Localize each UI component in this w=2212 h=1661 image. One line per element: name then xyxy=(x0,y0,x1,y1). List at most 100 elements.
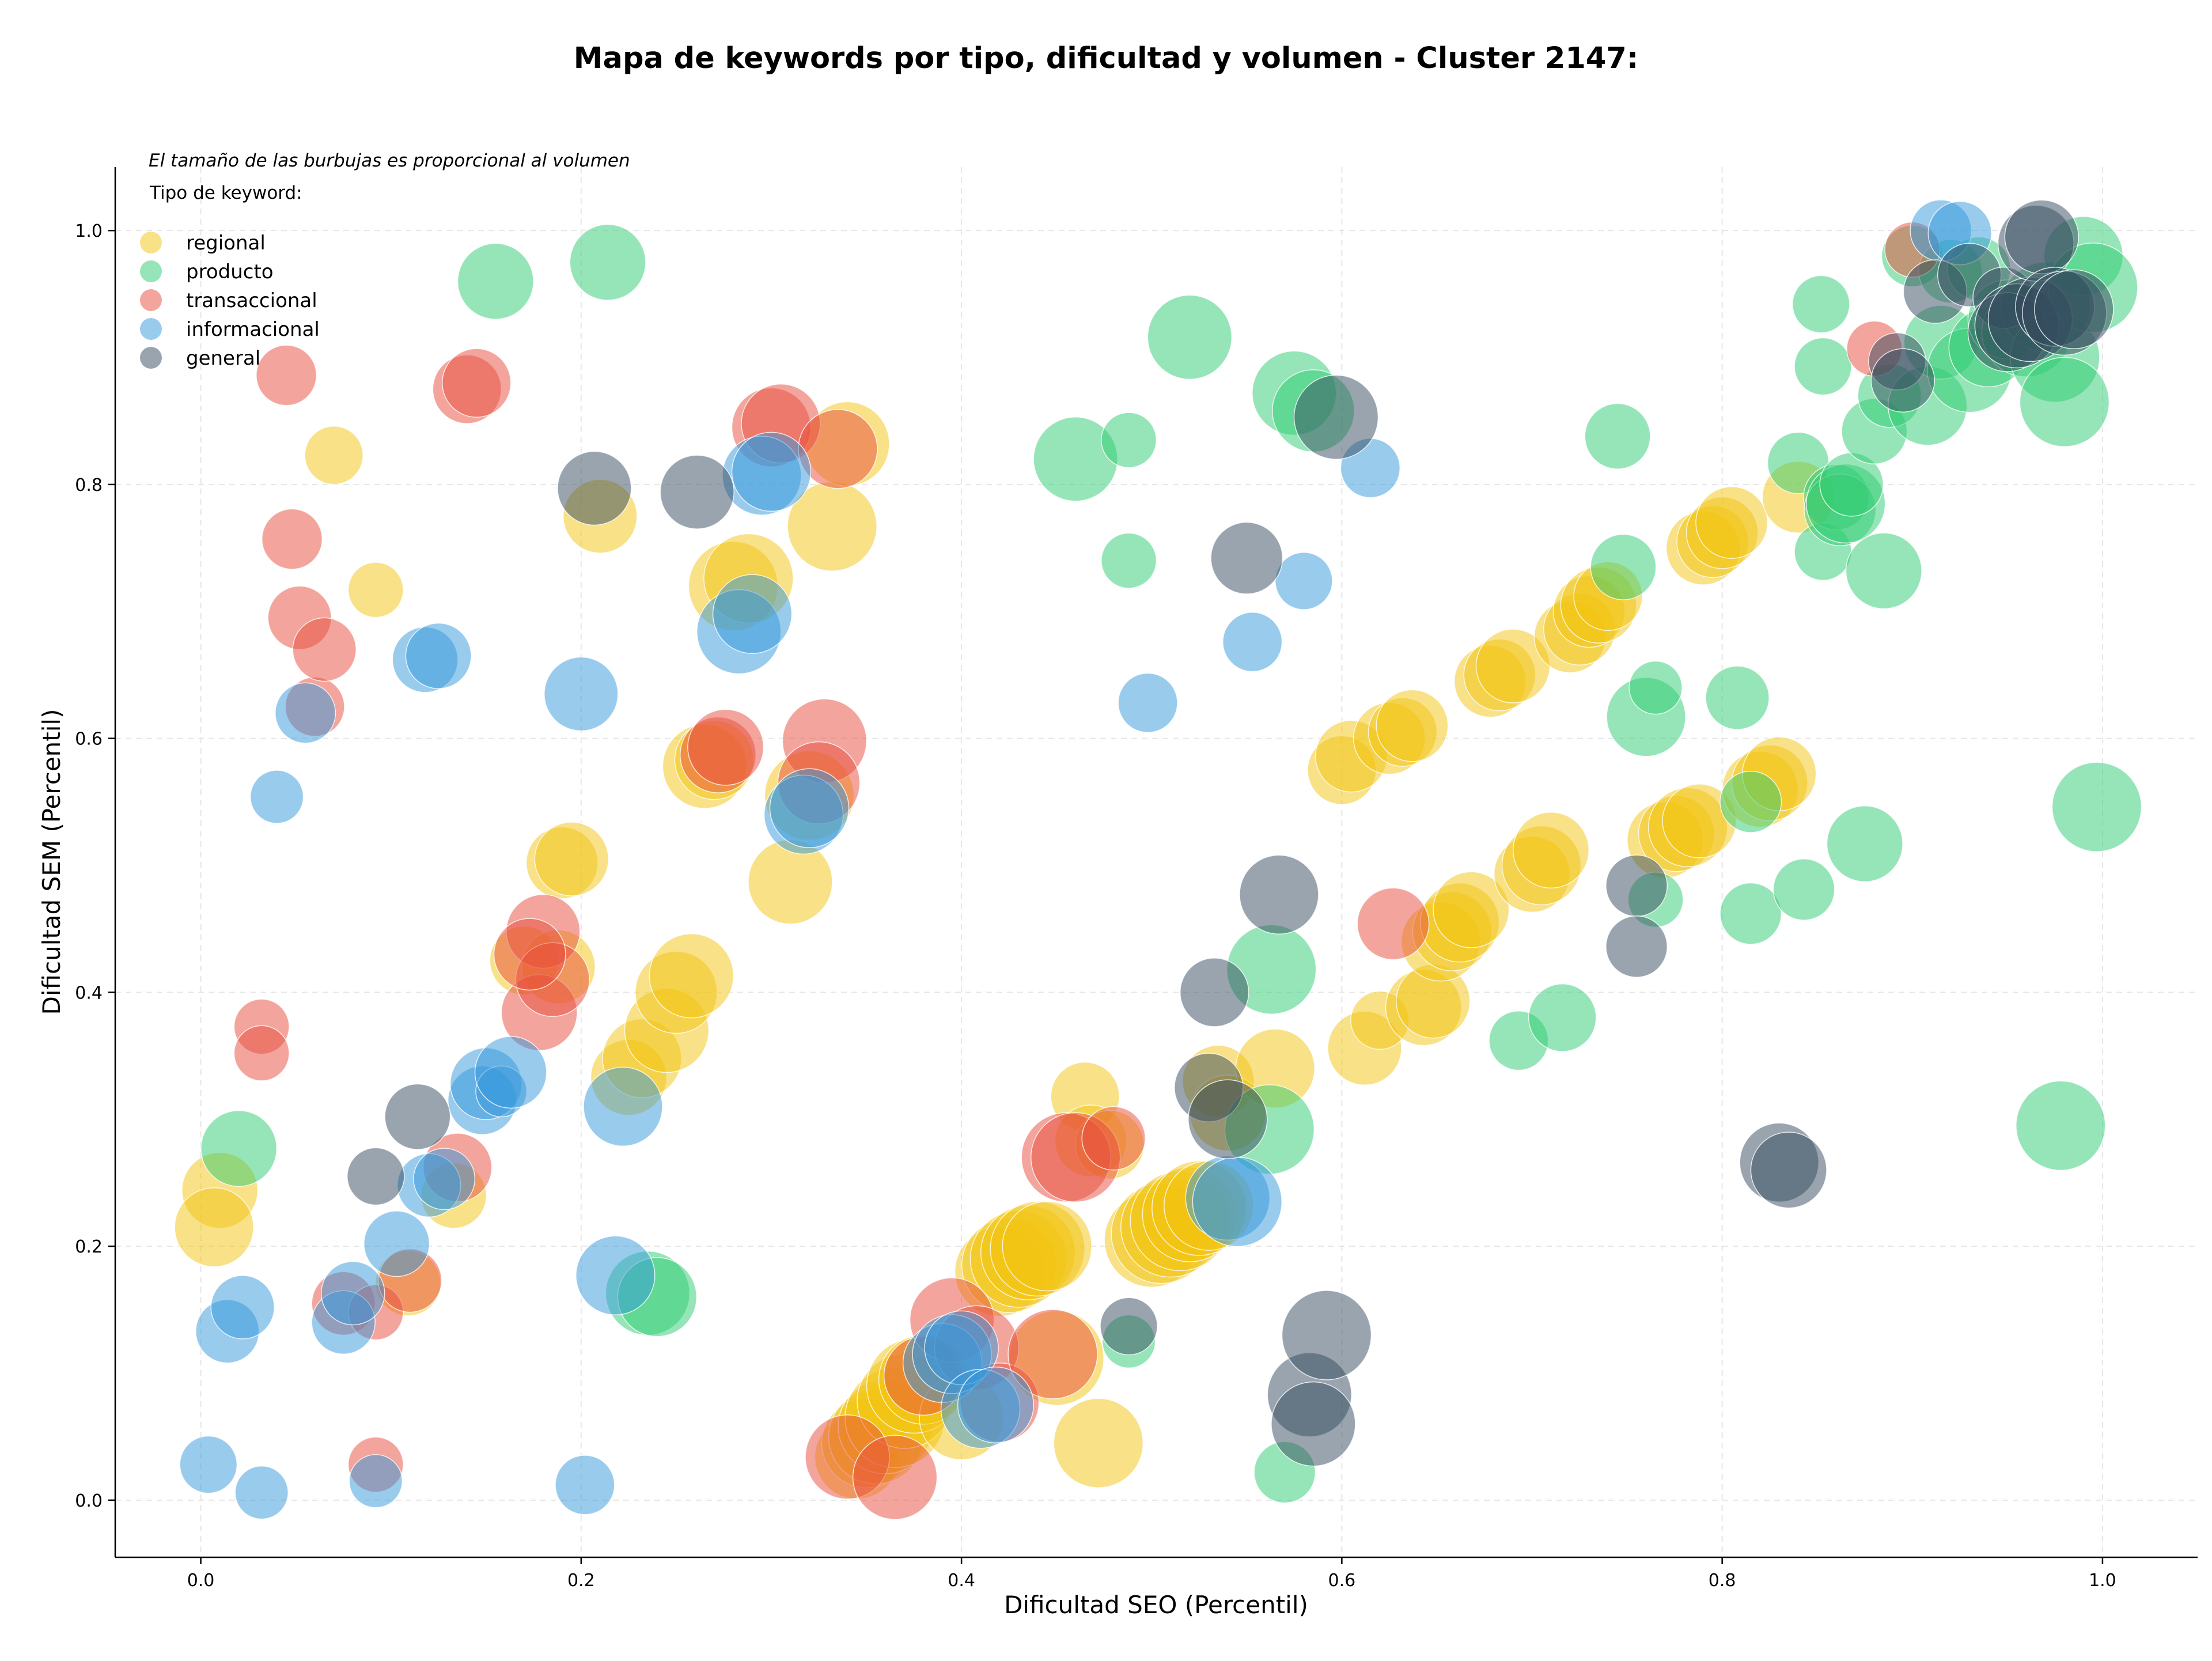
bubble-informacional xyxy=(769,768,850,849)
legend-title: Tipo de keyword: xyxy=(149,183,302,203)
bubble-producto xyxy=(1628,660,1683,715)
series-general xyxy=(346,199,2114,1467)
bubble-transaccional xyxy=(852,1435,938,1520)
bubble-transaccional xyxy=(261,508,323,570)
bubble-general xyxy=(346,1147,405,1206)
legend-marker xyxy=(140,318,162,340)
bubble-informacional xyxy=(555,1455,615,1515)
bubble-regional xyxy=(174,1187,254,1267)
bubble-informacional xyxy=(1275,552,1333,610)
bubble-regional xyxy=(748,839,833,925)
legend-item-transaccional: transaccional xyxy=(140,289,317,312)
legend-label: producto xyxy=(186,260,274,283)
bubble-producto xyxy=(1719,770,1782,833)
y-tick-label: 0.2 xyxy=(75,1237,103,1257)
legend-marker xyxy=(140,347,162,369)
x-tick-label: 0.6 xyxy=(1328,1571,1356,1591)
y-tick-label: 0.0 xyxy=(75,1491,103,1511)
y-tick-label: 0.4 xyxy=(75,983,103,1003)
bubble-producto xyxy=(569,224,646,301)
x-tick-label: 0.2 xyxy=(567,1571,595,1591)
bubble-informacional xyxy=(957,1367,1035,1444)
bubble-general xyxy=(660,455,734,529)
bubble-regional xyxy=(1053,1398,1144,1488)
bubble-transaccional xyxy=(1007,1309,1098,1399)
bubble-transaccional xyxy=(1081,1106,1146,1171)
legend-item-producto: producto xyxy=(140,260,274,283)
x-axis-ticks: 0.0 0.2 0.4 0.6 0.8 1.0 xyxy=(187,1557,2116,1591)
chart-title: Mapa de keywords por tipo, dificultad y … xyxy=(574,41,1638,75)
bubble-regional xyxy=(347,562,404,618)
legend-label: general xyxy=(186,347,260,370)
bubble-informacional xyxy=(1222,612,1283,672)
bubble-producto xyxy=(1772,858,1835,921)
bubble-informacional xyxy=(275,682,336,744)
bubble-transaccional xyxy=(292,617,357,682)
x-tick-label: 1.0 xyxy=(2089,1571,2116,1591)
bubble-transaccional xyxy=(1357,887,1430,960)
bubble-regional xyxy=(1695,486,1768,559)
series-informacional xyxy=(179,199,1993,1520)
bubble-producto xyxy=(1101,412,1157,468)
series-regional xyxy=(174,401,1835,1500)
bubble-producto xyxy=(2016,1080,2106,1171)
bubble-general xyxy=(1605,915,1668,978)
bubble-general xyxy=(1605,854,1668,917)
bubble-informacional xyxy=(544,656,619,732)
bubble-producto xyxy=(1719,882,1782,945)
bubble-producto xyxy=(1584,403,1651,470)
bubble-regional xyxy=(534,822,609,896)
bubble-informacional xyxy=(731,432,812,512)
bubble-general xyxy=(1281,1290,1372,1380)
legend-item-regional: regional xyxy=(140,232,266,255)
bubble-producto xyxy=(1794,337,1852,396)
x-axis-label: Dificultad SEO (Percentil) xyxy=(1004,1591,1308,1619)
bubble-transaccional xyxy=(233,1025,290,1081)
bubble-producto xyxy=(1528,983,1597,1052)
bubble-transaccional xyxy=(687,709,764,786)
legend-label: informacional xyxy=(186,318,320,341)
bubble-regional xyxy=(1433,871,1510,948)
bubble-informacional xyxy=(575,1235,656,1316)
bubble-transaccional xyxy=(493,918,566,991)
bubble-producto xyxy=(1845,532,1922,610)
bubble-producto xyxy=(2051,762,2142,852)
x-tick-label: 0.8 xyxy=(1709,1571,1736,1591)
x-tick-label: 0.0 xyxy=(187,1571,215,1591)
bubble-informacional xyxy=(210,1275,275,1340)
bubble-general xyxy=(2004,199,2080,274)
legend-label: regional xyxy=(186,232,266,255)
y-axis-ticks: 0.0 0.2 0.4 0.6 0.8 1.0 xyxy=(75,221,115,1511)
bubble-informacional xyxy=(583,1066,663,1147)
bubble-general xyxy=(1271,1381,1356,1467)
bubble-transaccional xyxy=(442,348,512,418)
bubble-general xyxy=(1870,348,1936,413)
legend-marker xyxy=(140,232,162,253)
bubble-producto xyxy=(1705,665,1770,730)
bubble-general xyxy=(1750,1132,1827,1209)
bubble-general xyxy=(2034,269,2114,350)
bubble-producto xyxy=(1590,534,1657,600)
bubble-regional xyxy=(1376,689,1449,762)
legend-label: transaccional xyxy=(186,289,317,312)
legend-marker xyxy=(140,289,162,311)
bubble-size-note: El tamaño de las burbujas es proporciona… xyxy=(149,150,630,171)
bubble-informacional xyxy=(179,1435,238,1494)
bubble-informacional xyxy=(249,770,304,824)
bubble-general xyxy=(1210,521,1283,595)
y-tick-label: 1.0 xyxy=(75,221,103,241)
bubble-informacional xyxy=(405,622,472,689)
bubble-producto xyxy=(2019,357,2110,447)
y-tick-label: 0.8 xyxy=(75,475,103,495)
bubble-informacional xyxy=(1118,672,1178,733)
bubble-general xyxy=(1188,1079,1268,1159)
bubble-regional xyxy=(1002,1201,1092,1292)
bubble-regional xyxy=(1512,812,1590,889)
legend-item-informacional: informacional xyxy=(140,318,320,341)
bubble-informacional xyxy=(413,1148,476,1210)
bubble-producto xyxy=(1791,275,1850,334)
bubble-informacional xyxy=(320,1261,385,1326)
data-bubbles xyxy=(174,199,2142,1520)
bubble-informacional xyxy=(363,1210,430,1277)
